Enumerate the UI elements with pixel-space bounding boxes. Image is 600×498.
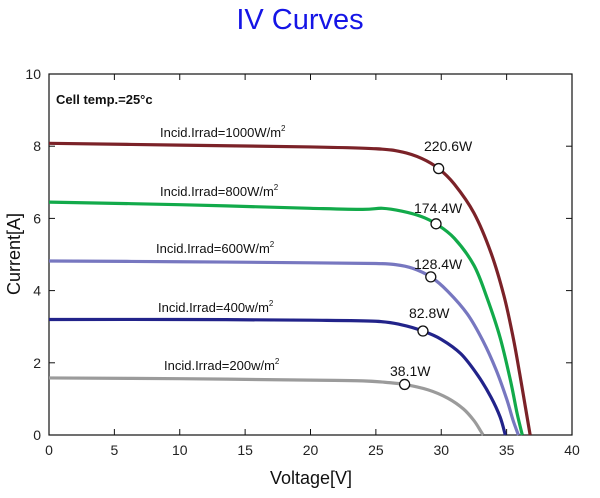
x-tick-label: 10	[172, 442, 188, 458]
mpp-marker	[417, 325, 429, 337]
x-tick-label: 30	[433, 442, 449, 458]
y-tick-label: 6	[33, 210, 41, 226]
series-line	[48, 200, 524, 436]
y-tick-label: 10	[25, 66, 41, 82]
chart-title: IV Curves	[236, 4, 364, 36]
series-label: Incid.Irrad=600W/m2	[156, 240, 275, 256]
power-label: 220.6W	[424, 138, 473, 154]
series-line	[48, 259, 520, 436]
x-tick-label: 15	[237, 442, 253, 458]
mpp-marker	[425, 271, 437, 283]
x-tick-label: 20	[303, 442, 319, 458]
series-label: Incid.Irrad=800W/m2	[160, 183, 279, 199]
x-tick-label: 5	[110, 442, 118, 458]
power-label: 128.4W	[414, 256, 463, 272]
x-axis-title: Voltage[V]	[270, 468, 352, 488]
mpp-marker	[398, 378, 411, 391]
series-label: Incid.Irrad=200w/m2	[164, 357, 280, 373]
mpp-marker	[432, 162, 445, 175]
y-axis-title: Current[A]	[4, 213, 24, 295]
mpp-markers	[398, 162, 445, 391]
series-label: Incid.Irrad=1000W/m2	[160, 124, 286, 140]
x-tick-label: 25	[368, 442, 384, 458]
axis-ticks: 0 5 10 15 20 25 30 35 40 0 2 4 6 8 10	[25, 66, 580, 458]
x-tick-label: 35	[499, 442, 515, 458]
series-line	[48, 141, 532, 436]
y-tick-label: 2	[33, 355, 41, 371]
x-tick-label: 40	[564, 442, 580, 458]
power-label: 174.4W	[414, 200, 463, 216]
power-label: 82.8W	[409, 305, 450, 321]
series-label: Incid.Irrad=400w/m2	[158, 299, 274, 315]
power-label: 38.1W	[390, 363, 431, 379]
cell-temp-annotation: Cell temp.=25°c	[56, 92, 153, 107]
y-tick-label: 8	[33, 138, 41, 154]
x-tick-label: 0	[45, 442, 53, 458]
mpp-marker	[430, 218, 442, 230]
y-tick-label: 0	[33, 427, 41, 443]
series-line	[48, 376, 485, 436]
series-labels: 220.6W Incid.Irrad=1000W/m2 174.4W Incid.Ir…	[156, 124, 473, 379]
series-lines	[48, 141, 532, 436]
y-tick-label: 4	[33, 283, 41, 299]
